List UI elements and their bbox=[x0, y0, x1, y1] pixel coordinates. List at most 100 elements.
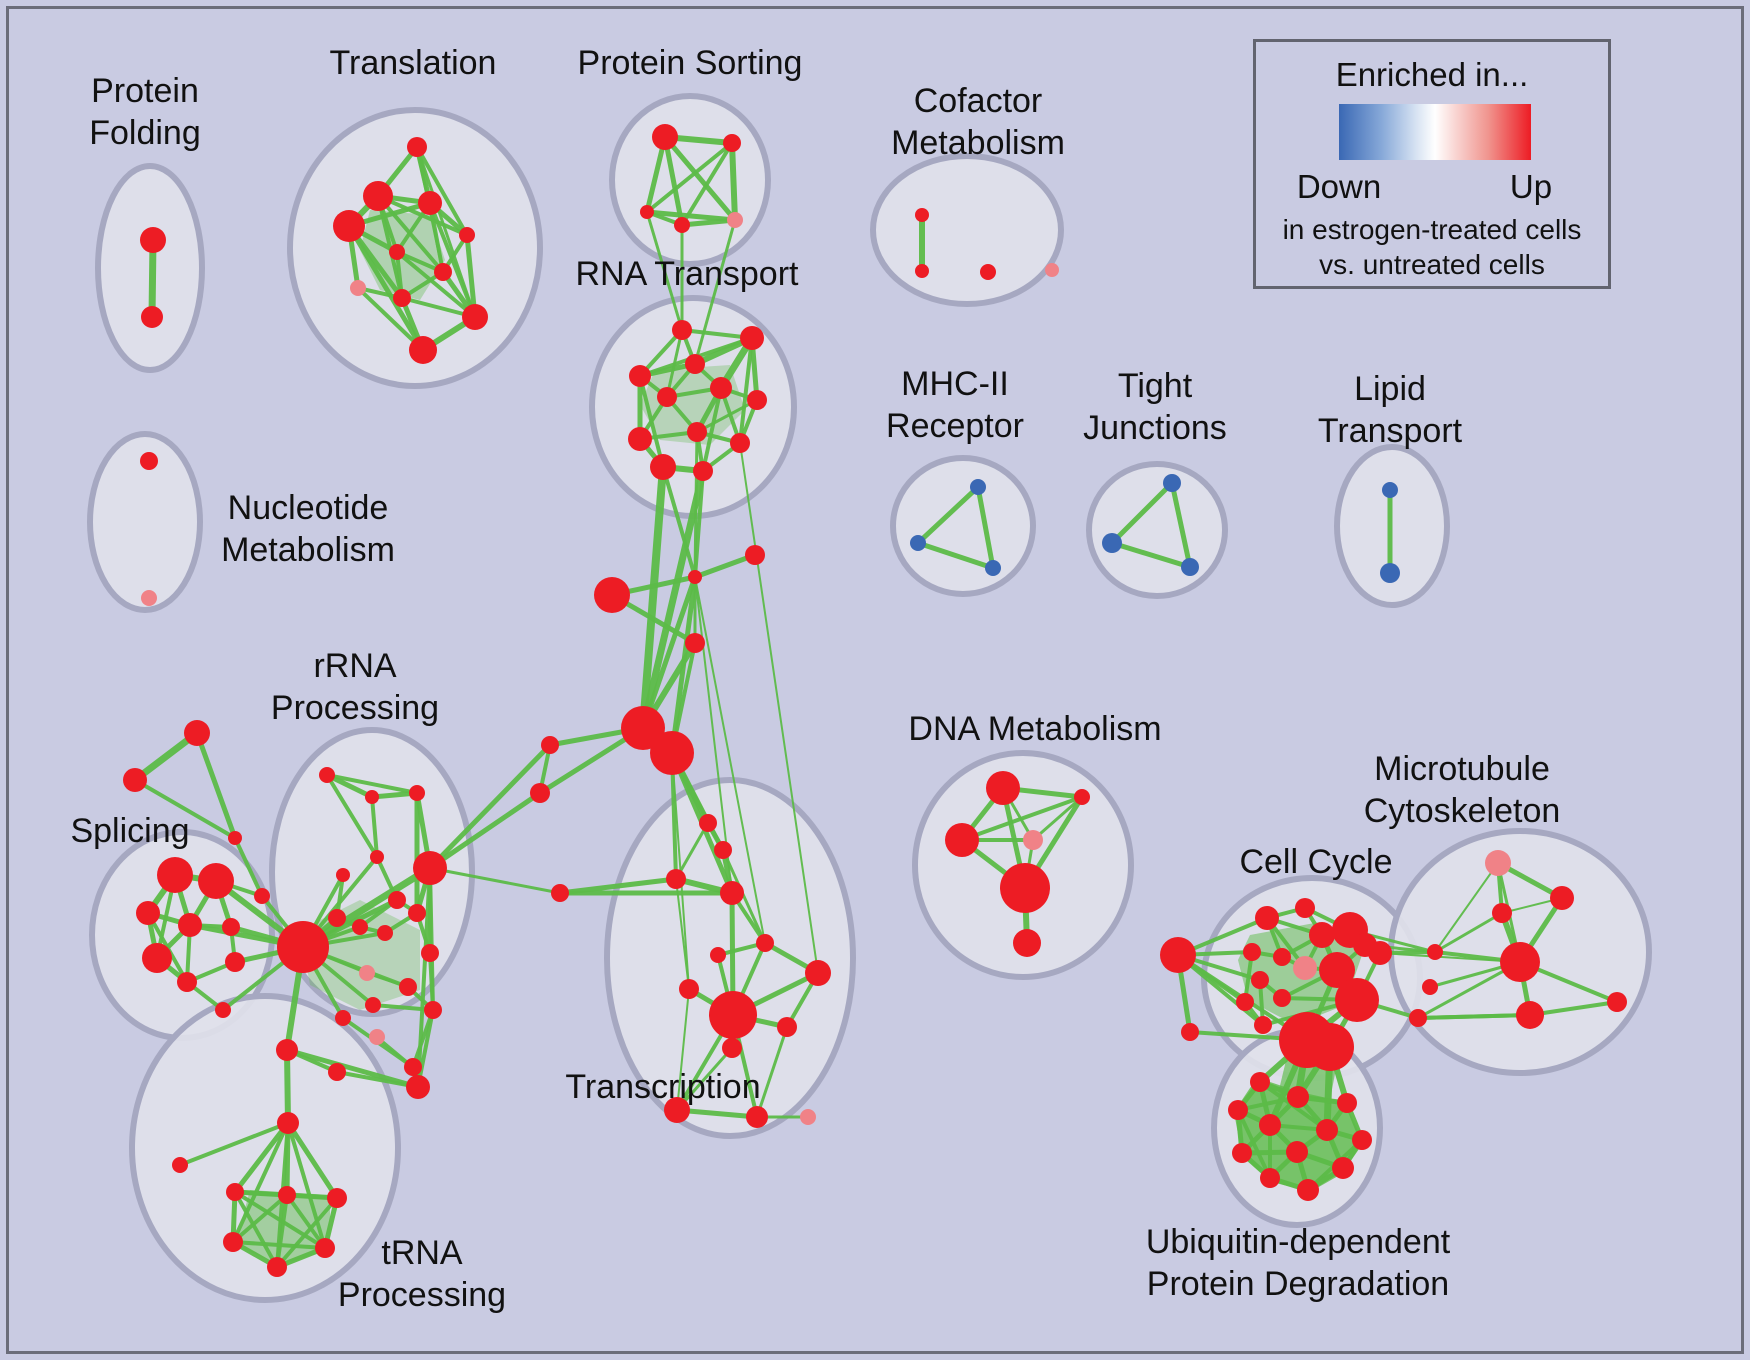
gene-set-node-r9[interactable] bbox=[352, 919, 368, 935]
gene-set-node-r6[interactable] bbox=[336, 868, 350, 882]
gene-set-node-r22[interactable] bbox=[276, 1039, 298, 1061]
gene-set-node-hub[interactable] bbox=[277, 921, 329, 973]
gene-set-node-h3[interactable] bbox=[745, 545, 765, 565]
gene-set-node-t12[interactable] bbox=[693, 461, 713, 481]
gene-set-node-r5[interactable] bbox=[413, 851, 447, 885]
gene-set-node-x2[interactable] bbox=[123, 768, 147, 792]
gene-set-node-c4[interactable] bbox=[720, 881, 744, 905]
gene-set-node-h4[interactable] bbox=[685, 633, 705, 653]
gene-set-node-c2[interactable] bbox=[714, 841, 732, 859]
gene-set-node-nm2[interactable] bbox=[141, 590, 157, 606]
gene-set-node-m1[interactable] bbox=[1485, 850, 1511, 876]
gene-set-node-q9[interactable] bbox=[1286, 1141, 1308, 1163]
gene-set-node-h8[interactable] bbox=[530, 783, 550, 803]
gene-set-node-q7[interactable] bbox=[1352, 1130, 1372, 1150]
gene-set-node-tr10[interactable] bbox=[462, 304, 488, 330]
gene-set-node-t6[interactable] bbox=[710, 377, 732, 399]
gene-set-node-g2[interactable] bbox=[1255, 906, 1279, 930]
gene-set-node-r12[interactable] bbox=[359, 965, 375, 981]
gene-set-node-g19[interactable] bbox=[1306, 1023, 1354, 1071]
gene-set-node-ps3[interactable] bbox=[640, 205, 654, 219]
gene-set-node-lp2[interactable] bbox=[1380, 563, 1400, 583]
gene-set-node-ps4[interactable] bbox=[674, 217, 690, 233]
gene-set-node-s7[interactable] bbox=[177, 972, 197, 992]
gene-set-node-u6[interactable] bbox=[223, 1232, 243, 1252]
gene-set-node-t10[interactable] bbox=[730, 433, 750, 453]
gene-set-node-c8[interactable] bbox=[679, 979, 699, 999]
gene-set-node-d6[interactable] bbox=[1013, 929, 1041, 957]
gene-set-node-g8[interactable] bbox=[1236, 993, 1254, 1011]
gene-set-node-ps2[interactable] bbox=[723, 134, 741, 152]
gene-set-node-tj1[interactable] bbox=[1163, 474, 1181, 492]
gene-set-node-d2[interactable] bbox=[1074, 789, 1090, 805]
gene-set-node-g15[interactable] bbox=[1319, 952, 1355, 988]
gene-set-node-g3[interactable] bbox=[1295, 898, 1315, 918]
gene-set-node-u8[interactable] bbox=[267, 1257, 287, 1277]
gene-set-node-q11[interactable] bbox=[1332, 1157, 1354, 1179]
gene-set-node-g1[interactable] bbox=[1160, 937, 1196, 973]
gene-set-node-u5[interactable] bbox=[327, 1188, 347, 1208]
gene-set-node-c14[interactable] bbox=[746, 1106, 768, 1128]
gene-set-node-mh3[interactable] bbox=[985, 560, 1001, 576]
gene-set-node-cf4[interactable] bbox=[1045, 263, 1059, 277]
gene-set-node-b2[interactable] bbox=[1422, 979, 1438, 995]
gene-set-node-tr1[interactable] bbox=[407, 137, 427, 157]
gene-set-node-ps5[interactable] bbox=[727, 212, 743, 228]
gene-set-node-q12[interactable] bbox=[1297, 1179, 1319, 1201]
gene-set-node-c5[interactable] bbox=[551, 884, 569, 902]
gene-set-node-H5[interactable] bbox=[621, 706, 665, 750]
gene-set-node-q8[interactable] bbox=[1232, 1143, 1252, 1163]
gene-set-node-g4[interactable] bbox=[1243, 943, 1261, 961]
gene-set-node-h7[interactable] bbox=[541, 736, 559, 754]
gene-set-node-tr7[interactable] bbox=[434, 263, 452, 281]
gene-set-node-tr4[interactable] bbox=[333, 210, 365, 242]
gene-set-node-m6[interactable] bbox=[1607, 992, 1627, 1012]
gene-set-node-s6[interactable] bbox=[142, 943, 172, 973]
gene-set-node-q6[interactable] bbox=[1337, 1093, 1357, 1113]
gene-set-node-mh2[interactable] bbox=[910, 535, 926, 551]
gene-set-node-t4[interactable] bbox=[629, 365, 651, 387]
gene-set-node-s5[interactable] bbox=[222, 918, 240, 936]
gene-set-node-tr5[interactable] bbox=[459, 227, 475, 243]
gene-set-node-r1[interactable] bbox=[319, 767, 335, 783]
gene-set-node-q5[interactable] bbox=[1316, 1119, 1338, 1141]
gene-set-node-c12[interactable] bbox=[722, 1038, 742, 1058]
gene-set-node-x3[interactable] bbox=[228, 831, 242, 845]
gene-set-node-c3[interactable] bbox=[666, 869, 686, 889]
gene-set-node-c15[interactable] bbox=[800, 1109, 816, 1125]
gene-set-node-tr8[interactable] bbox=[350, 280, 366, 296]
gene-set-node-s8[interactable] bbox=[254, 888, 270, 904]
gene-set-node-t11[interactable] bbox=[650, 454, 676, 480]
gene-set-node-r7[interactable] bbox=[388, 891, 406, 909]
gene-set-node-s10[interactable] bbox=[215, 1002, 231, 1018]
gene-set-node-u4[interactable] bbox=[278, 1186, 296, 1204]
gene-set-node-cf3[interactable] bbox=[980, 264, 996, 280]
gene-set-node-cf2[interactable] bbox=[915, 264, 929, 278]
gene-set-node-s4[interactable] bbox=[178, 913, 202, 937]
gene-set-node-x1[interactable] bbox=[184, 720, 210, 746]
gene-set-node-r4[interactable] bbox=[370, 850, 384, 864]
gene-set-node-t5[interactable] bbox=[657, 387, 677, 407]
gene-set-node-s3[interactable] bbox=[136, 901, 160, 925]
gene-set-node-s1[interactable] bbox=[157, 857, 193, 893]
gene-set-node-u3[interactable] bbox=[226, 1183, 244, 1201]
gene-set-node-r8[interactable] bbox=[328, 909, 346, 927]
gene-set-node-c10[interactable] bbox=[709, 991, 757, 1039]
gene-set-node-m2[interactable] bbox=[1550, 886, 1574, 910]
gene-set-node-H6[interactable] bbox=[650, 731, 694, 775]
gene-set-node-c9[interactable] bbox=[805, 960, 831, 986]
gene-set-node-b1[interactable] bbox=[1427, 944, 1443, 960]
gene-set-node-r13[interactable] bbox=[399, 978, 417, 996]
gene-set-node-m5[interactable] bbox=[1516, 1001, 1544, 1029]
gene-set-node-g17[interactable] bbox=[1335, 978, 1379, 1022]
gene-set-node-tr9[interactable] bbox=[393, 289, 411, 307]
gene-set-node-c7[interactable] bbox=[710, 947, 726, 963]
gene-set-node-r16[interactable] bbox=[424, 1001, 442, 1019]
gene-set-node-t7[interactable] bbox=[747, 390, 767, 410]
gene-set-node-r17[interactable] bbox=[335, 1010, 351, 1026]
gene-set-node-tr11[interactable] bbox=[409, 336, 437, 364]
gene-set-node-tr2[interactable] bbox=[363, 181, 393, 211]
gene-set-node-b3[interactable] bbox=[1409, 1009, 1427, 1027]
gene-set-node-g9[interactable] bbox=[1273, 989, 1291, 1007]
gene-set-node-s2[interactable] bbox=[198, 863, 234, 899]
